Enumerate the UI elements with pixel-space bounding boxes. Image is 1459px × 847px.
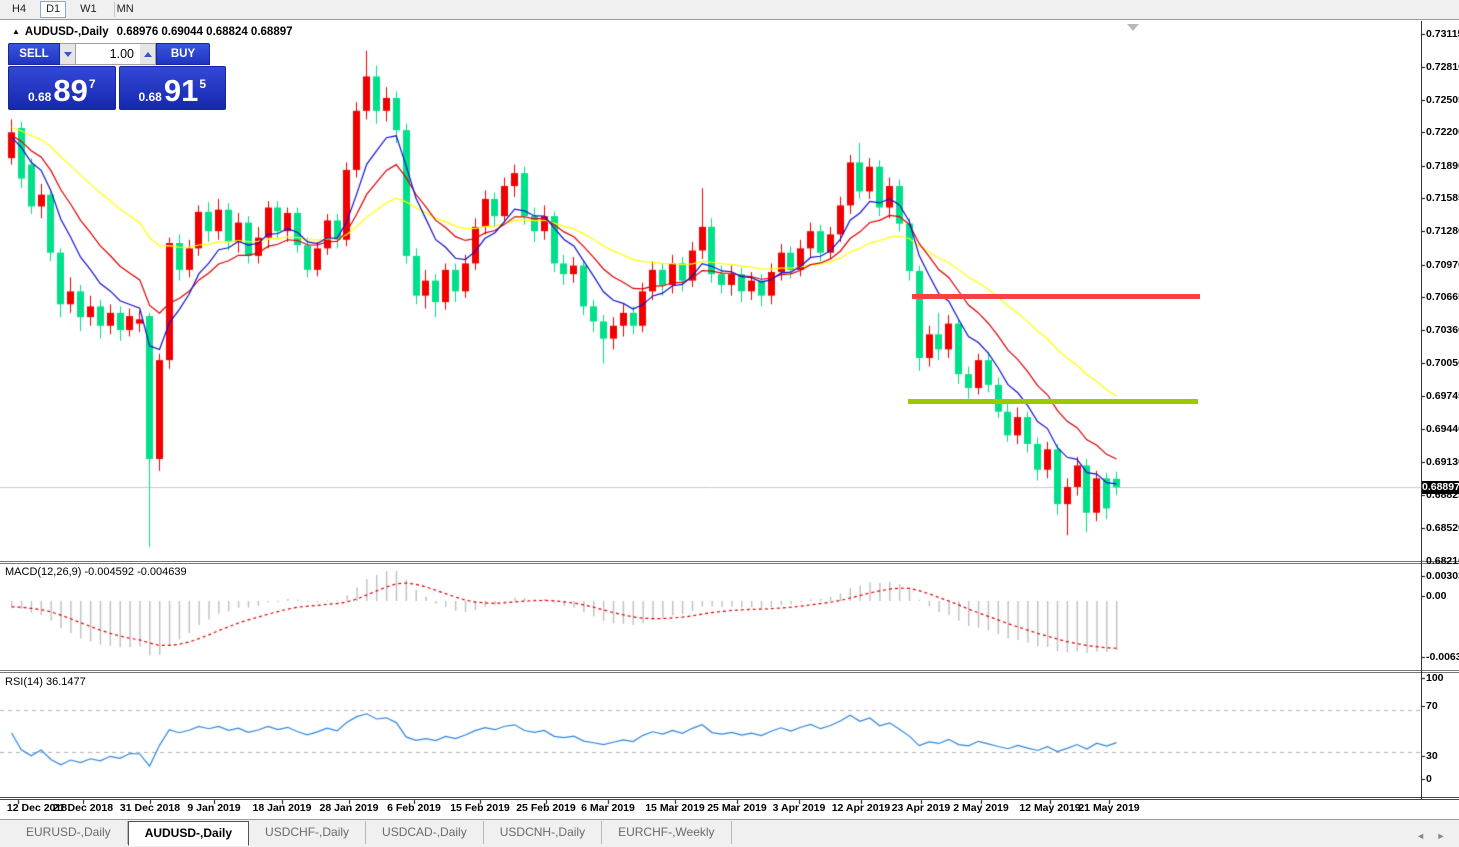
date-axis-label: 21 Dec 2018 [52,802,114,814]
date-axis-label: 12 Apr 2019 [831,802,891,814]
sell-price-sup: 7 [88,77,96,91]
tab-usdcnh-daily[interactable]: USDCNH-,Daily [484,821,603,844]
price-axis-label: 0.69745 [1426,390,1459,403]
volume-increase-button[interactable] [140,43,156,65]
chart-shift-marker-icon[interactable] [1127,24,1139,31]
rsi-title: RSI(14) 36.1477 [5,676,86,688]
buy-price-big: 91 [163,73,199,108]
tab-eurusd-daily[interactable]: EURUSD-,Daily [10,821,128,844]
date-axis-label: 6 Mar 2019 [581,802,635,814]
current-price-tag: 0.68897 [1422,480,1459,494]
date-axis-label: 12 Dec 2018 [6,802,68,814]
date-axis-label: 15 Feb 2019 [450,802,510,814]
date-axis-label: 31 Dec 2018 [119,802,181,814]
support-ray[interactable] [908,399,1198,405]
chart-title-symbol: AUDUSD-,Daily [24,26,109,38]
volume-input[interactable]: 1.00 [76,43,140,65]
toolbar-divider [114,2,115,17]
price-axis-border [1421,21,1422,799]
trade-panel-price-row: 0.68 89 7 0.68 91 5 [8,66,226,110]
chart-title-ohlc: 0.68976 0.69044 0.68824 0.68897 [116,26,293,38]
date-axis-label: 28 Jan 2019 [319,802,379,814]
trade-panel-order-row: SELL 1.00 BUY [8,43,226,65]
sell-price-display[interactable]: 0.68 89 7 [8,66,116,110]
sell-price-big: 89 [53,73,88,108]
macd-axis-label: 0.00 [1426,590,1447,602]
timeframe-button-d1[interactable]: D1 [40,1,67,18]
date-axis-label: 21 May 2019 [1078,802,1140,814]
chart-tab-bar: EURUSD-,Daily AUDUSD-,Daily USDCHF-,Daily U… [0,819,1459,847]
panel-separator-macd-rsi[interactable] [0,670,1459,673]
macd-axis-label: 0.003035 [1426,570,1459,582]
date-axis-label: 23 Apr 2019 [891,802,951,814]
volume-decrease-button[interactable] [60,43,76,65]
rsi-axis-label: 30 [1426,750,1438,762]
timeframe-toolbar: H4 D1 W1 MN [0,0,1459,20]
rsi-axis-label: 100 [1426,672,1444,684]
timeframe-button-mn[interactable]: MN [116,3,134,15]
buy-price-sup: 5 [199,77,207,91]
buy-price-prefix: 0.68 [138,90,162,104]
triangle-down-icon [63,51,72,57]
sell-price-prefix: 0.68 [27,90,52,104]
buy-button[interactable]: BUY [156,43,210,65]
tab-scroll-right-button[interactable]: ► [1436,831,1446,841]
date-axis-label: 18 Jan 2019 [252,802,312,814]
date-axis-label: 9 Jan 2019 [187,802,241,814]
date-axis-label: 12 May 2019 [1019,802,1081,814]
price-axis-label: 0.72505 [1426,93,1459,106]
trade-panel: SELL 1.00 BUY 0.68 89 7 0.68 91 5 [8,43,226,110]
sell-button[interactable]: SELL [8,43,60,65]
date-axis-label: 15 Mar 2019 [645,802,705,814]
timeframe-button-h4[interactable]: H4 [12,3,27,15]
triangle-up-icon [143,51,152,57]
tab-scroll-left-button[interactable]: ◄ [1416,831,1425,841]
macd-title: MACD(12,26,9) -0.004592 -0.004639 [5,566,187,578]
tab-usdchf-daily[interactable]: USDCHF-,Daily [249,821,367,844]
rsi-axis-label: 70 [1426,700,1438,712]
date-axis-label: 2 May 2019 [953,802,1009,814]
symbol-marker-icon: ▲ [12,27,20,36]
rsi-axis-label: 0 [1426,773,1432,785]
tab-eurchf-weekly[interactable]: EURCHF-,Weekly [602,821,732,844]
tab-audusd-daily[interactable]: AUDUSD-,Daily [127,821,250,846]
date-axis-label: 6 Feb 2019 [387,802,441,814]
date-axis-label: 25 Mar 2019 [707,802,767,814]
panel-separator-main-macd[interactable] [0,561,1459,564]
resistance-ray[interactable] [912,294,1200,300]
date-axis-label: 3 Apr 2019 [772,802,826,814]
panel-separator-rsi-dates [0,797,1459,800]
timeframe-button-w1[interactable]: W1 [80,3,97,15]
price-axis-label: 0.71585 [1426,192,1459,205]
chart-title: ▲ AUDUSD-,Daily 0.68976 0.69044 0.68824 0.… [12,26,293,38]
buy-price-display[interactable]: 0.68 91 5 [118,66,226,110]
price-axis-label: 0.70665 [1426,291,1459,304]
tab-usdcad-daily[interactable]: USDCAD-,Daily [366,821,484,844]
price-axis-label: 0.73115 [1426,28,1459,40]
date-axis-label: 25 Feb 2019 [516,802,576,814]
tab-scroll-arrows: ◄ ► [1413,826,1449,844]
